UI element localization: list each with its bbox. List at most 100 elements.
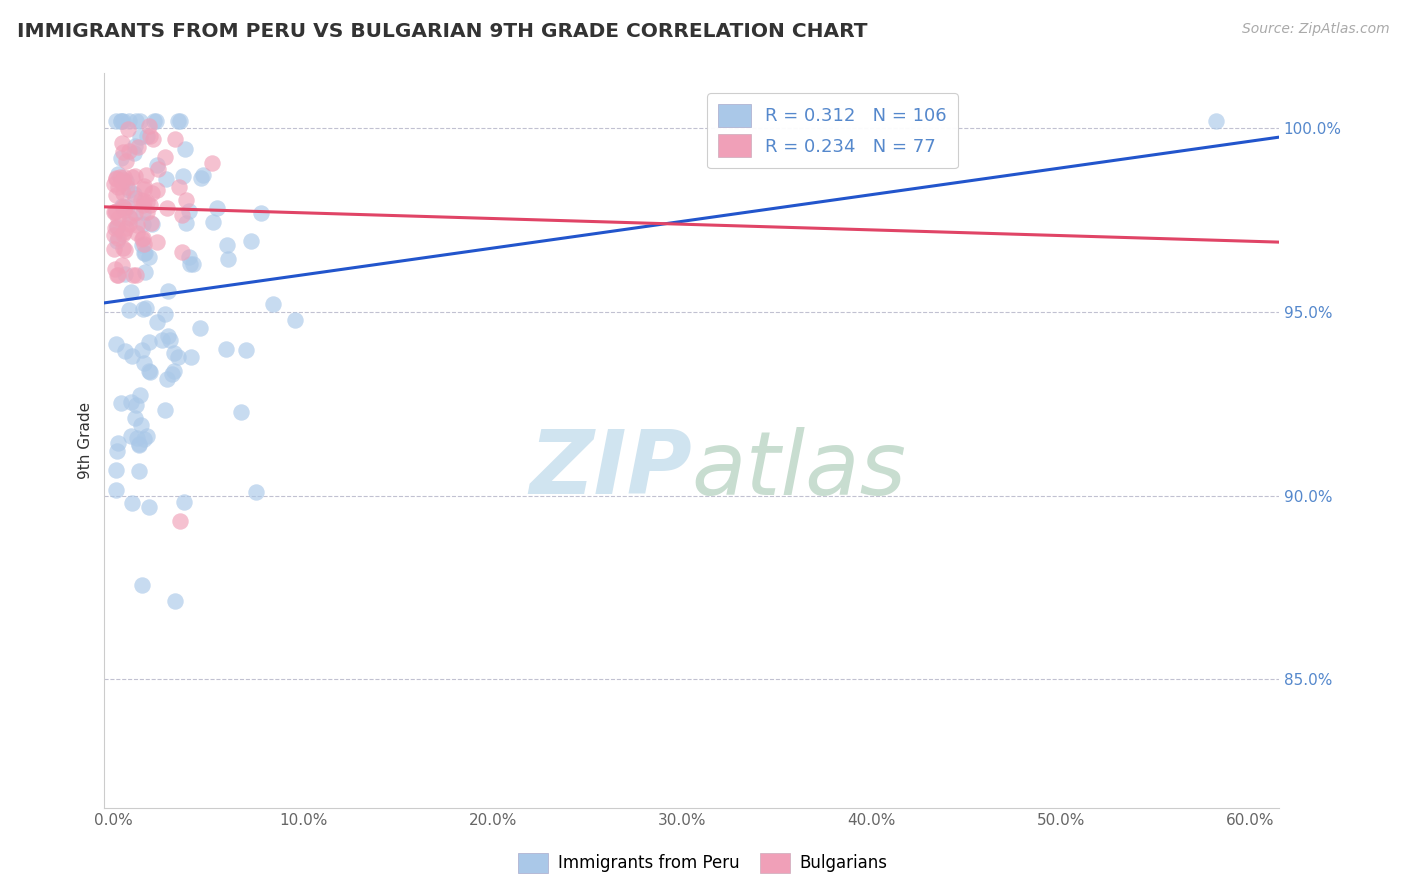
- Point: [190, 171, 212, 186]
- Point: [138, 129, 160, 144]
- Point: [180, 351, 202, 365]
- Point: [135, 168, 157, 182]
- Point: [262, 297, 284, 311]
- Point: [134, 237, 156, 252]
- Point: [107, 436, 129, 450]
- Point: [125, 113, 148, 128]
- Point: [121, 349, 143, 363]
- Y-axis label: 9th Grade: 9th Grade: [79, 402, 93, 479]
- Point: [153, 403, 176, 417]
- Point: [170, 245, 193, 260]
- Point: [111, 200, 134, 214]
- Point: [112, 173, 135, 187]
- Point: [103, 204, 125, 219]
- Point: [104, 337, 127, 351]
- Point: [143, 113, 166, 128]
- Point: [104, 221, 127, 235]
- Point: [179, 257, 201, 271]
- Text: IMMIGRANTS FROM PERU VS BULGARIAN 9TH GRADE CORRELATION CHART: IMMIGRANTS FROM PERU VS BULGARIAN 9TH GR…: [17, 22, 868, 41]
- Point: [179, 203, 201, 218]
- Point: [104, 463, 127, 477]
- Point: [121, 268, 143, 282]
- Point: [132, 302, 155, 317]
- Point: [107, 231, 129, 245]
- Point: [118, 211, 141, 225]
- Point: [128, 129, 150, 144]
- Point: [131, 232, 153, 246]
- Point: [114, 267, 136, 281]
- Point: [105, 220, 128, 235]
- Point: [105, 234, 128, 248]
- Point: [138, 120, 160, 134]
- Point: [153, 307, 176, 321]
- Point: [127, 140, 149, 154]
- Point: [156, 372, 179, 386]
- Point: [125, 431, 148, 445]
- Point: [142, 132, 165, 146]
- Point: [155, 172, 177, 186]
- Point: [115, 220, 138, 235]
- Point: [207, 201, 229, 215]
- Point: [284, 312, 307, 326]
- Point: [163, 346, 186, 360]
- Point: [131, 238, 153, 252]
- Legend: R = 0.312   N = 106, R = 0.234   N = 77: R = 0.312 N = 106, R = 0.234 N = 77: [707, 93, 957, 169]
- Point: [146, 183, 169, 197]
- Point: [146, 315, 169, 329]
- Point: [157, 284, 180, 298]
- Point: [121, 169, 143, 184]
- Point: [107, 211, 129, 226]
- Point: [240, 234, 263, 248]
- Point: [132, 205, 155, 219]
- Point: [250, 205, 273, 219]
- Point: [169, 113, 191, 128]
- Point: [135, 429, 157, 443]
- Point: [201, 156, 224, 170]
- Point: [156, 328, 179, 343]
- Point: [114, 243, 136, 257]
- Point: [193, 168, 215, 182]
- Point: [118, 217, 141, 231]
- Point: [104, 203, 127, 218]
- Point: [132, 194, 155, 208]
- Point: [128, 436, 150, 450]
- Point: [217, 252, 239, 267]
- Point: [131, 193, 153, 207]
- Point: [128, 438, 150, 452]
- Point: [104, 171, 127, 186]
- Point: [156, 201, 179, 215]
- Point: [134, 264, 156, 278]
- Point: [138, 250, 160, 264]
- Point: [107, 268, 129, 282]
- Point: [131, 198, 153, 212]
- Point: [166, 113, 188, 128]
- Point: [217, 238, 239, 252]
- Point: [105, 113, 128, 128]
- Point: [136, 194, 159, 209]
- Point: [132, 231, 155, 245]
- Point: [145, 235, 167, 250]
- Point: [174, 142, 197, 156]
- Point: [131, 343, 153, 357]
- Point: [110, 113, 132, 128]
- Point: [167, 179, 190, 194]
- Point: [169, 515, 191, 529]
- Point: [112, 169, 135, 184]
- Point: [132, 356, 155, 370]
- Point: [215, 343, 238, 357]
- Text: ZIP: ZIP: [529, 426, 692, 514]
- Point: [174, 216, 197, 230]
- Point: [118, 113, 141, 128]
- Point: [118, 302, 141, 317]
- Point: [135, 205, 157, 219]
- Point: [146, 162, 169, 177]
- Point: [132, 178, 155, 193]
- Point: [112, 145, 135, 159]
- Point: [103, 228, 125, 243]
- Point: [135, 129, 157, 144]
- Point: [124, 139, 146, 153]
- Point: [129, 418, 152, 433]
- Point: [150, 333, 173, 347]
- Point: [104, 483, 127, 497]
- Point: [141, 216, 163, 230]
